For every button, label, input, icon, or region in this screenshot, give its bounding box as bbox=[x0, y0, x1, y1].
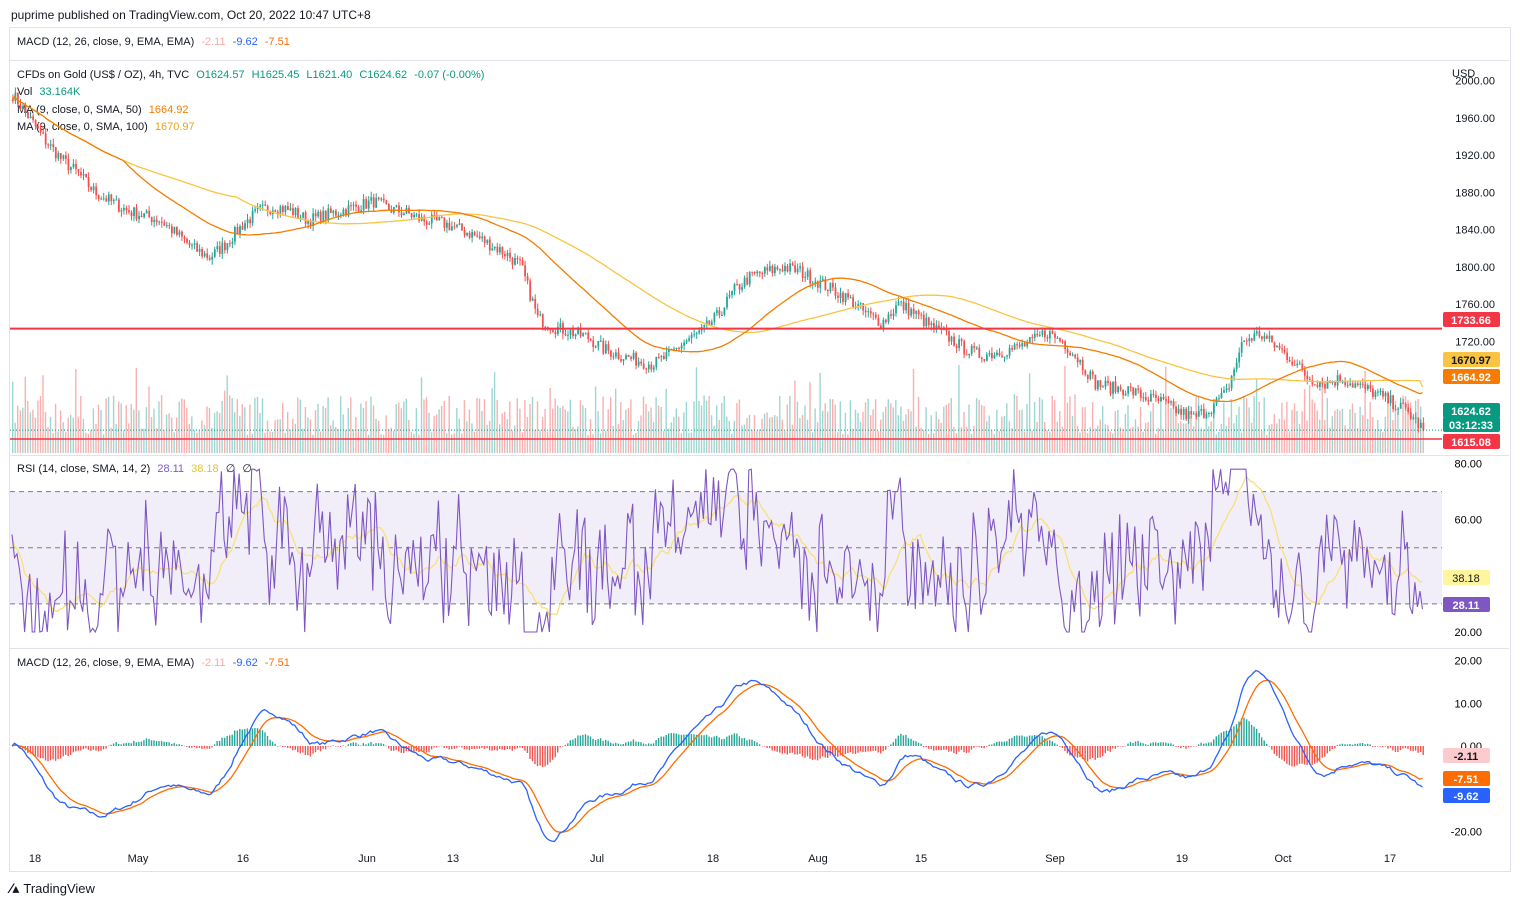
rsi-value: 28.11 bbox=[157, 463, 185, 475]
symbol-title: CFDs on Gold (US$ / OZ), 4h, TVC bbox=[17, 69, 190, 81]
tradingview-logo[interactable]: ⁄▴ TradingView bbox=[10, 880, 95, 897]
top-macd-legend[interactable]: MACD (12, 26, close, 9, EMA, EMA) -2.11 … bbox=[17, 36, 294, 48]
ohlc-high: H1625.45 bbox=[251, 69, 300, 81]
volume-legend[interactable]: Vol 33.164K bbox=[17, 86, 84, 98]
rsi-pane-separator bbox=[10, 648, 1509, 649]
ohlc-change: -0.07 (-0.00%) bbox=[414, 69, 485, 81]
top-macd-macd-value: -9.62 bbox=[232, 36, 258, 48]
bottom-macd-legend[interactable]: MACD (12, 26, close, 9, EMA, EMA) -2.11 … bbox=[17, 657, 294, 669]
tv-logo-text: TradingView bbox=[23, 881, 95, 896]
rsi-upper-value: ∅ bbox=[225, 463, 236, 475]
ma100-value: 1670.97 bbox=[154, 121, 195, 133]
rsi-legend[interactable]: RSI (14, close, SMA, 14, 2) 28.11 38.18 … bbox=[17, 462, 256, 475]
ma100-label: MA (9, close, 0, SMA, 100) bbox=[17, 121, 148, 133]
volume-value: 33.164K bbox=[39, 86, 81, 98]
ma50-value: 1664.92 bbox=[148, 104, 189, 116]
rsi-label: RSI (14, close, SMA, 14, 2) bbox=[17, 463, 151, 475]
top-macd-signal-value: -7.51 bbox=[264, 36, 290, 48]
top-pane-separator bbox=[10, 60, 1509, 61]
ma100-legend[interactable]: MA (9, close, 0, SMA, 100) 1670.97 bbox=[17, 121, 199, 133]
ma50-label: MA (9, close, 0, SMA, 50) bbox=[17, 104, 142, 116]
top-macd-hist-value: -2.11 bbox=[201, 36, 226, 48]
ohlc-open: O1624.57 bbox=[196, 69, 245, 81]
bottom-macd-macd-value: -9.62 bbox=[232, 657, 258, 669]
rsi-ma-value: 38.18 bbox=[191, 463, 219, 475]
ma50-legend[interactable]: MA (9, close, 0, SMA, 50) 1664.92 bbox=[17, 104, 193, 116]
volume-label: Vol bbox=[17, 86, 33, 98]
bottom-macd-label: MACD (12, 26, close, 9, EMA, EMA) bbox=[17, 657, 195, 669]
ohlc-low: L1621.40 bbox=[306, 69, 353, 81]
tv-logo-icon: ⁄▴ bbox=[10, 880, 20, 896]
main-pane-separator bbox=[10, 455, 1509, 456]
bottom-macd-hist-value: -2.11 bbox=[201, 657, 226, 669]
symbol-legend[interactable]: CFDs on Gold (US$ / OZ), 4h, TVC O1624.5… bbox=[17, 69, 488, 81]
top-macd-label: MACD (12, 26, close, 9, EMA, EMA) bbox=[17, 36, 195, 48]
ohlc-close: C1624.62 bbox=[359, 69, 408, 81]
bottom-macd-signal-value: -7.51 bbox=[264, 657, 290, 669]
publish-info: puprime published on TradingView.com, Oc… bbox=[11, 8, 371, 22]
chart-frame bbox=[9, 27, 1511, 872]
currency-label: USD bbox=[1452, 68, 1476, 80]
rsi-lower-value: ∅ bbox=[242, 463, 252, 475]
